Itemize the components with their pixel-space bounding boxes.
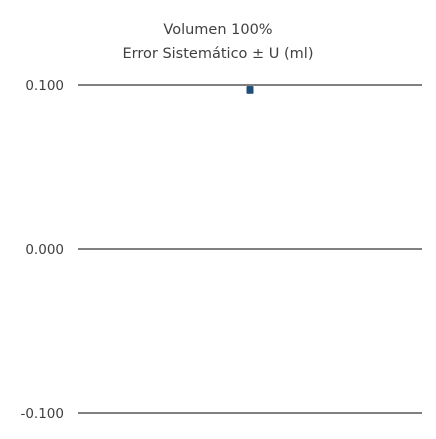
y-tick-label: -0.100 <box>20 406 64 422</box>
chart-subtitle: Error Sistemático ± U (ml) <box>123 46 314 62</box>
data-point-marker <box>246 86 254 94</box>
data-marks <box>246 86 254 94</box>
grid-layer <box>78 84 422 414</box>
y-tick-label: 0.000 <box>25 242 64 258</box>
chart-title: Volumen 100% <box>163 22 272 38</box>
y-axis-tick-labels: 0.100 0.000 -0.100 <box>20 78 64 422</box>
y-tick-label: 0.100 <box>25 78 64 94</box>
